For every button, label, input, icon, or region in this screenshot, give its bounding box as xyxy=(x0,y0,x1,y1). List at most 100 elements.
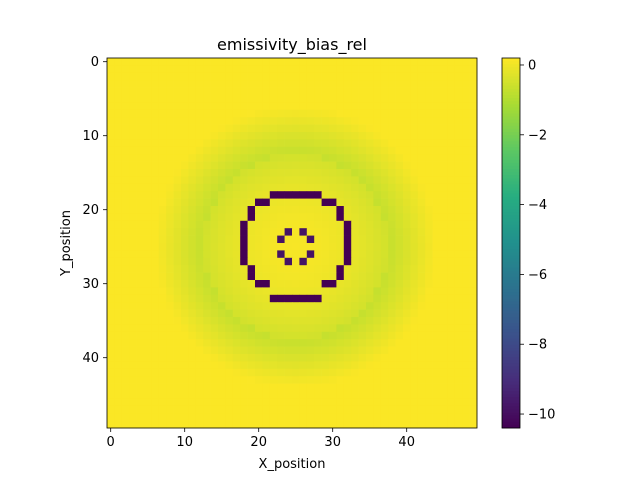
heatmap-cell xyxy=(188,405,197,414)
heatmap-cell xyxy=(210,302,219,310)
heatmap-cell xyxy=(432,391,441,399)
heatmap-cell xyxy=(121,265,130,273)
heatmap-cell xyxy=(136,420,145,429)
heatmap-cell xyxy=(417,228,426,236)
heatmap-cell xyxy=(454,405,463,414)
heatmap-cell xyxy=(121,391,130,399)
heatmap-cell xyxy=(462,413,470,421)
heatmap-cell xyxy=(188,324,197,333)
colorbar-segment xyxy=(502,301,520,306)
heatmap-cell xyxy=(403,139,411,148)
heatmap-cell xyxy=(121,309,130,318)
heatmap-cell xyxy=(225,383,234,392)
heatmap-cell xyxy=(380,376,389,384)
heatmap-cell xyxy=(107,420,115,429)
heatmap-cell xyxy=(410,220,419,229)
heatmap-cell xyxy=(403,391,411,399)
heatmap-cell xyxy=(173,95,182,103)
heatmap-cell xyxy=(247,243,256,251)
heatmap-cell xyxy=(343,272,352,281)
heatmap-cell xyxy=(469,324,478,333)
heatmap-cell xyxy=(188,139,197,148)
heatmap-cell xyxy=(129,272,137,281)
heatmap-cell xyxy=(314,272,322,281)
heatmap-cell xyxy=(166,391,174,399)
heatmap-cell xyxy=(173,294,182,303)
heatmap-cell xyxy=(314,80,322,88)
heatmap-cell xyxy=(321,228,330,236)
x-tick-label: 0 xyxy=(107,435,115,450)
colorbar-segment xyxy=(502,292,520,296)
heatmap-cell xyxy=(144,324,152,333)
heatmap-cell xyxy=(410,361,419,370)
heatmap-cell xyxy=(232,257,241,266)
heatmap-cell xyxy=(314,280,322,288)
heatmap-cell xyxy=(173,80,182,88)
heatmap-cell xyxy=(136,65,145,74)
heatmap-cell xyxy=(336,95,345,103)
heatmap-cell xyxy=(188,206,197,214)
heatmap-cell xyxy=(299,376,308,384)
heatmap-cell xyxy=(158,117,167,125)
heatmap-cell xyxy=(299,265,308,273)
heatmap-cell xyxy=(284,213,293,222)
heatmap-cell xyxy=(395,280,404,288)
heatmap-cell xyxy=(173,87,182,96)
heatmap-cell xyxy=(306,309,315,318)
heatmap-cell xyxy=(218,206,226,214)
heatmap-cell xyxy=(373,257,382,266)
heatmap-cell xyxy=(425,146,433,155)
colorbar-segment xyxy=(502,91,520,96)
heatmap-cell xyxy=(469,80,478,88)
heatmap-cell xyxy=(410,339,419,347)
heatmap-cell xyxy=(343,213,352,222)
heatmap-cell xyxy=(321,354,330,362)
heatmap-cell xyxy=(173,72,182,81)
heatmap-cell xyxy=(336,405,345,414)
heatmap-cell xyxy=(218,324,226,333)
heatmap-cell xyxy=(225,102,234,111)
heatmap-cell xyxy=(388,250,396,259)
heatmap-cell xyxy=(114,383,123,392)
heatmap-cell xyxy=(240,235,248,244)
heatmap-cell xyxy=(321,243,330,251)
heatmap-cell xyxy=(292,132,300,140)
heatmap-cell xyxy=(225,368,234,377)
heatmap-cell xyxy=(166,250,174,259)
heatmap-cell xyxy=(225,376,234,384)
colorbar-segment xyxy=(502,224,520,228)
heatmap-cell xyxy=(351,132,359,140)
colorbar-segment xyxy=(502,116,520,121)
heatmap-cell xyxy=(277,361,285,370)
heatmap-cell xyxy=(203,72,211,81)
heatmap-cell xyxy=(151,331,160,340)
heatmap-cell xyxy=(321,413,330,421)
heatmap-cell xyxy=(247,398,256,407)
heatmap-cell xyxy=(417,250,426,259)
heatmap-cell xyxy=(380,265,389,273)
heatmap-cell xyxy=(210,102,219,111)
heatmap-cell xyxy=(129,206,137,214)
heatmap-cell xyxy=(299,331,308,340)
heatmap-cell xyxy=(144,139,152,148)
heatmap-cell xyxy=(188,413,197,421)
heatmap-cell xyxy=(121,132,130,140)
heatmap-cell xyxy=(454,391,463,399)
heatmap-cell xyxy=(469,368,478,377)
heatmap-cell xyxy=(314,161,322,170)
heatmap-cell xyxy=(232,287,241,296)
heatmap-cell xyxy=(410,213,419,222)
heatmap-cell xyxy=(158,220,167,229)
colorbar-segment xyxy=(502,261,520,265)
heatmap-cell xyxy=(395,198,404,207)
heatmap-cell xyxy=(173,405,182,414)
heatmap-cell xyxy=(129,354,137,362)
heatmap-cell xyxy=(395,191,404,199)
heatmap-cell xyxy=(454,183,463,192)
heatmap-cell xyxy=(129,383,137,392)
heatmap-cell xyxy=(166,132,174,140)
heatmap-cell xyxy=(469,383,478,392)
colorbar-segment xyxy=(502,283,520,287)
heatmap-cell xyxy=(107,228,115,236)
heatmap-cell xyxy=(306,109,315,118)
